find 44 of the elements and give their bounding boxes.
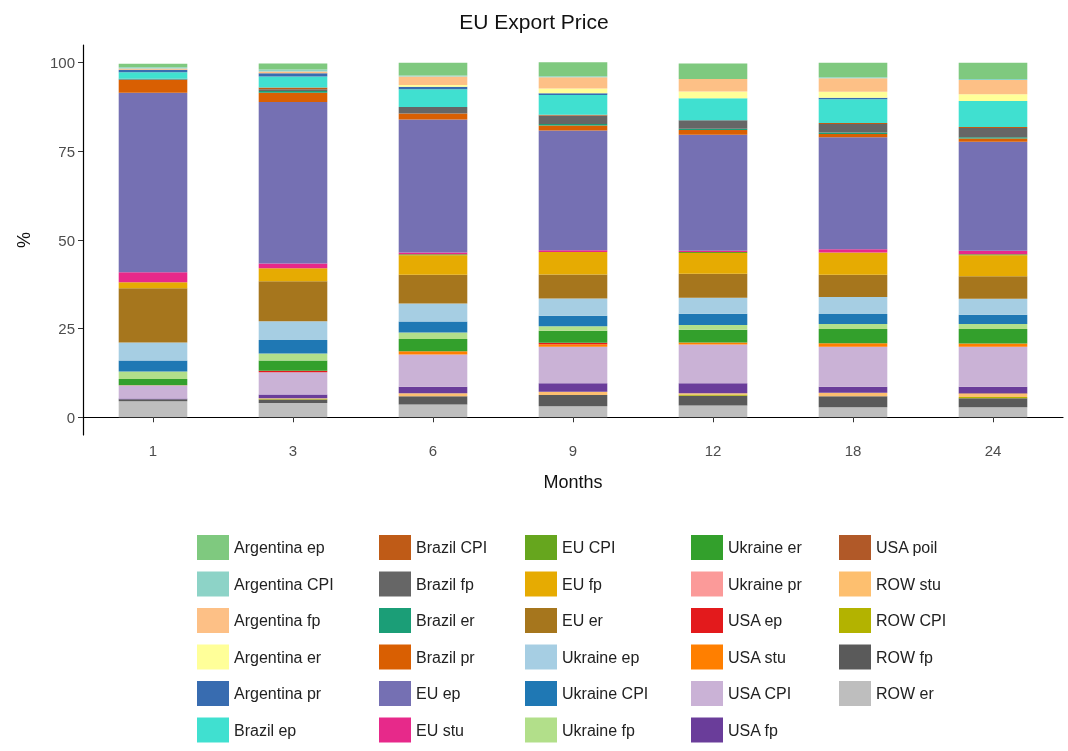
x-tick-label: 6 (428, 442, 438, 459)
legend-label: Argentina ep (234, 539, 325, 556)
y-tick-label: 25 (58, 320, 75, 338)
legend-label: EU stu (416, 721, 465, 739)
legend-label: Argentina er (234, 648, 322, 666)
legend-label: Ukraine er (728, 539, 803, 556)
legend-label: Brazil CPI (416, 539, 488, 556)
legend-label: Brazil fp (416, 575, 474, 593)
legend-label: EU fp (562, 575, 603, 593)
x-tick-label: 1 (148, 442, 158, 459)
legend-label: Ukraine pr (728, 575, 803, 593)
legend-label: USA ep (728, 612, 783, 629)
chart-title: EU Export Price (459, 10, 609, 33)
legend-label: USA CPI (728, 685, 792, 702)
x-tick-label: 12 (704, 442, 722, 459)
legend-label: Brazil ep (234, 721, 297, 739)
legend-label: EU er (562, 612, 604, 629)
legend-label: Brazil pr (416, 648, 476, 666)
legend-label: EU CPI (562, 539, 616, 556)
y-axis-title: % (14, 231, 34, 249)
y-tick-label: 100 (49, 54, 75, 72)
legend-label: ROW er (876, 685, 935, 702)
y-tick-label: 75 (58, 142, 75, 160)
y-tick-label: 0 (66, 408, 75, 426)
y-tick-label: 50 (58, 231, 75, 249)
legend-label: Ukraine ep (562, 648, 640, 666)
legend-label: USA stu (728, 648, 786, 666)
legend-label: Argentina fp (234, 612, 321, 629)
legend-label: Ukraine fp (562, 721, 636, 739)
x-tick-label: 24 (984, 442, 1002, 459)
x-axis-title: Months (543, 472, 603, 492)
x-tick-label: 18 (844, 442, 862, 459)
legend-label: Ukraine CPI (562, 685, 649, 702)
legend-label: EU ep (416, 685, 461, 702)
legend-label: Brazil er (416, 612, 476, 629)
legend-label: USA fp (728, 721, 778, 739)
x-tick-label: 9 (568, 442, 578, 459)
legend-label: USA poil (876, 539, 938, 556)
legend-label: Argentina CPI (234, 575, 334, 593)
legend-label: ROW CPI (876, 612, 947, 629)
legend-label: ROW fp (876, 648, 933, 666)
x-tick-label: 3 (288, 442, 298, 459)
legend-label: ROW stu (876, 575, 941, 593)
legend-label: Argentina pr (234, 685, 322, 702)
